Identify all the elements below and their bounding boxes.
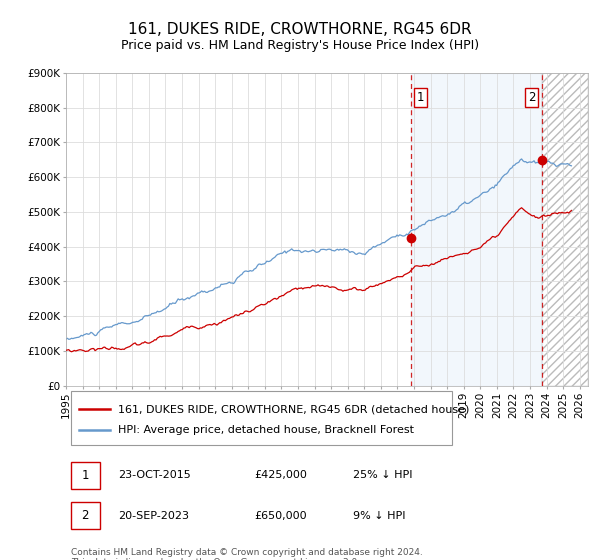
FancyBboxPatch shape: [71, 391, 452, 445]
Text: 1: 1: [417, 91, 424, 104]
FancyBboxPatch shape: [71, 461, 100, 489]
Text: 161, DUKES RIDE, CROWTHORNE, RG45 6DR: 161, DUKES RIDE, CROWTHORNE, RG45 6DR: [128, 22, 472, 38]
Text: 20-SEP-2023: 20-SEP-2023: [118, 511, 189, 521]
Text: 1: 1: [82, 469, 89, 482]
Text: 9% ↓ HPI: 9% ↓ HPI: [353, 511, 406, 521]
Text: 2: 2: [82, 509, 89, 522]
Text: HPI: Average price, detached house, Bracknell Forest: HPI: Average price, detached house, Brac…: [118, 424, 414, 435]
Text: 25% ↓ HPI: 25% ↓ HPI: [353, 470, 413, 480]
Text: 161, DUKES RIDE, CROWTHORNE, RG45 6DR (detached house): 161, DUKES RIDE, CROWTHORNE, RG45 6DR (d…: [118, 404, 470, 414]
Bar: [542, 73, 588, 386]
Text: Price paid vs. HM Land Registry's House Price Index (HPI): Price paid vs. HM Land Registry's House …: [121, 39, 479, 52]
Text: £425,000: £425,000: [254, 470, 307, 480]
FancyBboxPatch shape: [71, 502, 100, 529]
Bar: [411, 73, 542, 386]
Text: 2: 2: [528, 91, 535, 104]
Text: 23-OCT-2015: 23-OCT-2015: [118, 470, 191, 480]
Text: £650,000: £650,000: [254, 511, 307, 521]
Text: Contains HM Land Registry data © Crown copyright and database right 2024.
This d: Contains HM Land Registry data © Crown c…: [71, 548, 423, 560]
